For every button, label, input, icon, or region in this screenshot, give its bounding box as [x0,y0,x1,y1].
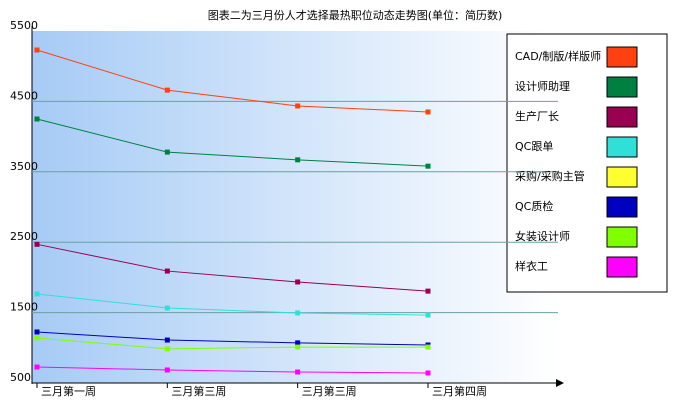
y-tick-label: 3500 [10,160,38,173]
point [425,370,431,376]
y-tick-label: 5500 [10,19,38,32]
point [295,157,301,163]
legend-swatch [606,196,638,218]
series-line [36,366,428,374]
series-line [36,243,429,292]
point [295,310,301,316]
point [34,116,40,122]
legend-label: QC质检 [515,199,553,213]
legend-swatch [606,226,638,248]
y-tick-label: 1500 [10,301,38,314]
series-line [36,49,429,113]
legend-label: 女装设计师 [515,229,570,243]
point [34,47,40,53]
legend-swatch [606,106,638,128]
legend-swatch [606,166,638,188]
point [425,163,431,169]
point [34,241,40,247]
legend-label: CAD/制版/样版师 [515,49,601,63]
y-tick-label: 4500 [10,89,38,102]
x-tick-label: 三月第四周 [432,384,487,398]
point [164,367,170,373]
plot-area [32,31,558,383]
legend-swatch [606,136,638,158]
legend [506,33,668,293]
point [34,335,40,341]
chart-title: 图表二为三月份人才选择最热职位动态走势图(单位：简历数) [208,8,503,22]
x-tick-label: 三月第一周 [41,384,96,398]
point [164,87,170,93]
y-tick-label: 2500 [10,230,38,243]
legend-swatch [606,46,638,68]
series-line [36,337,428,350]
point [425,344,431,350]
point [295,340,301,346]
legend-label: 生产厂长 [515,109,559,123]
point [425,288,431,294]
point [164,149,170,155]
legend-label: 采购/采购主管 [515,169,585,183]
point [295,344,301,350]
point [425,312,431,318]
point [164,268,170,274]
legend-label: QC跟单 [515,140,553,153]
legend-swatch [606,256,638,278]
x-tick-label: 三月第三周 [171,384,226,398]
series-line [36,331,428,346]
legend-swatch [606,76,638,98]
x-tick-label: 三月第三周 [302,384,357,398]
legend-label: 设计师助理 [515,79,570,93]
x-axis-arrow [556,379,564,387]
y-tick-label: 500 [10,371,31,384]
point [34,329,40,335]
point [34,364,40,370]
point [295,369,301,375]
point [34,291,40,297]
point [425,109,431,115]
point [295,103,301,109]
point [164,305,170,311]
series-line [36,293,428,316]
point [295,279,301,285]
series-line [36,118,429,167]
legend-label: 样衣工 [515,259,548,273]
point [164,337,170,343]
point [164,346,170,352]
